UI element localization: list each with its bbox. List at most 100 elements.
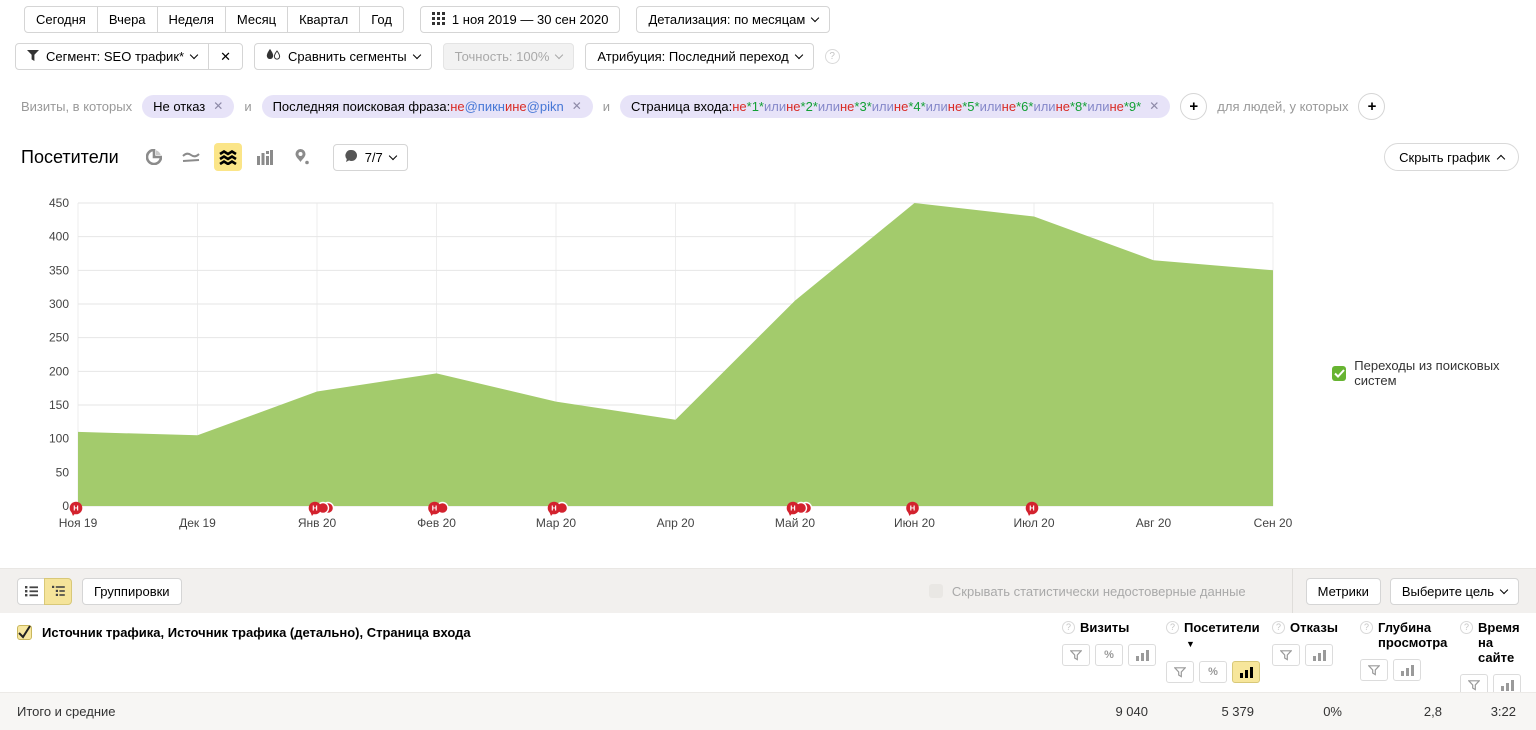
close-icon: ✕ — [220, 48, 231, 64]
metric-help-icon[interactable]: ? — [1062, 621, 1075, 634]
add-people-filter-button[interactable]: + — [1358, 92, 1386, 120]
detalization-label: Детализация: по месяцам — [648, 12, 806, 27]
groupings-button[interactable]: Группировки — [82, 577, 182, 605]
total-value-1: 5 379 — [1221, 704, 1254, 719]
metric-help-icon[interactable]: ? — [1360, 621, 1373, 634]
metric-help-icon[interactable]: ? — [1272, 621, 1285, 634]
tree-view-button[interactable] — [44, 577, 72, 605]
visitors-area-chart[interactable]: 0 50 100 150 200 250 300 350 400 450 Ноя 19 Дек 19 Я… — [24, 196, 1294, 534]
filter-chips: Не отказ ✕ и Последняя поисковая фраза: не … — [142, 94, 1171, 118]
metric-column-4: ? Время на сайте — [1458, 620, 1532, 696]
period-button-2[interactable]: Неделя — [156, 6, 226, 33]
bars-tool-button[interactable] — [1128, 644, 1156, 666]
filter-tool-button[interactable] — [1360, 659, 1388, 681]
bar-chart-icon[interactable] — [251, 143, 279, 171]
accuracy-label: Точность: 100% — [454, 49, 550, 64]
period-button-4[interactable]: Квартал — [287, 6, 361, 33]
metric-header[interactable]: ? Посетители ▼ — [1166, 620, 1270, 652]
segment-button[interactable]: Сегмент: SEO трафик* — [15, 43, 210, 70]
area-chart-icon[interactable] — [213, 143, 242, 171]
grouping-checkbox[interactable] — [17, 624, 32, 640]
svg-text:Ноя 19: Ноя 19 — [59, 516, 98, 530]
hide-unreliable-toggle[interactable]: Скрывать статистически недостоверные дан… — [928, 584, 1246, 599]
svg-text:H: H — [73, 504, 78, 513]
period-button-3[interactable]: Месяц — [224, 6, 289, 33]
metric-header[interactable]: ? Визиты — [1062, 620, 1164, 635]
svg-text:400: 400 — [49, 230, 69, 244]
bars-tool-button[interactable] — [1305, 644, 1333, 666]
metric-column-1: ? Посетители ▼% — [1164, 620, 1270, 696]
percent-tool-button[interactable]: % — [1095, 644, 1123, 666]
filter-tool-button[interactable] — [1062, 644, 1090, 666]
svg-text:450: 450 — [49, 196, 69, 210]
legend-checkbox[interactable] — [1332, 365, 1347, 381]
filter-chip-entry-page[interactable]: Страница входа: не *1* или не *2* или не… — [620, 94, 1171, 118]
chevron-down-icon — [794, 50, 803, 60]
attribution-label: Атрибуция: Последний переход — [597, 49, 789, 64]
line-chart-icon[interactable] — [177, 143, 205, 171]
svg-text:150: 150 — [49, 398, 69, 412]
drops-icon — [266, 48, 281, 65]
attribution-button[interactable]: Атрибуция: Последний переход — [585, 43, 814, 70]
svg-text:Янв 20: Янв 20 — [298, 516, 337, 530]
svg-text:H: H — [910, 504, 915, 513]
metric-header[interactable]: ? Время на сайте — [1460, 620, 1532, 665]
and-separator: и — [602, 98, 611, 114]
chip-close-icon[interactable]: ✕ — [213, 99, 224, 113]
segment-control: Сегмент: SEO трафик* ✕ — [15, 43, 243, 70]
svg-text:Май 20: Май 20 — [775, 516, 816, 530]
filter-chip-not-bounce[interactable]: Не отказ ✕ — [142, 94, 235, 118]
metric-help-icon[interactable]: ? — [1166, 621, 1179, 634]
help-icon[interactable]: ? — [824, 49, 840, 64]
svg-text:Авг 20: Авг 20 — [1136, 516, 1172, 530]
and-separator: и — [244, 98, 252, 114]
add-filter-button[interactable]: + — [1180, 92, 1208, 120]
bars-tool-button[interactable] — [1393, 659, 1421, 681]
chip-close-icon[interactable]: ✕ — [1149, 99, 1160, 113]
metric-label: Визиты — [1080, 620, 1130, 635]
metric-help-icon[interactable]: ? — [1460, 621, 1473, 634]
chevron-down-icon — [811, 13, 820, 23]
bars-tool-button[interactable] — [1232, 661, 1260, 683]
metric-label: Посетители ▼ — [1184, 620, 1260, 649]
metrics-button[interactable]: Метрики — [1305, 577, 1381, 605]
svg-text:H: H — [312, 504, 317, 513]
chevron-down-icon — [555, 50, 564, 60]
metric-header[interactable]: ? Отказы — [1272, 620, 1358, 635]
period-button-1[interactable]: Вчера — [96, 6, 158, 33]
hide-chart-button[interactable]: Скрыть график — [1384, 143, 1519, 171]
map-pin-icon[interactable] — [288, 143, 316, 171]
comments-toggle-button[interactable]: 7/7 — [332, 143, 408, 171]
total-value-2: 0% — [1323, 704, 1342, 719]
date-range-button[interactable]: 1 ноя 2019 — 30 сен 2020 — [419, 6, 621, 33]
filter-tool-button[interactable] — [1166, 661, 1194, 683]
period-button-0[interactable]: Сегодня — [24, 6, 98, 33]
grouping-row[interactable]: Источник трафика, Источник трафика (дета… — [17, 624, 471, 640]
filter-row: Визиты, в которых Не отказ ✕ и Последняя по… — [21, 92, 1522, 120]
hide-unreliable-checkbox[interactable] — [928, 584, 943, 598]
filter-tool-button[interactable] — [1272, 644, 1300, 666]
percent-tool-button[interactable]: % — [1199, 661, 1227, 683]
chart-header: Посетители — [21, 142, 1519, 172]
filter-chip-last-search-phrase[interactable]: Последняя поисковая фраза: не @пикн и не… — [261, 94, 593, 118]
choose-goal-button[interactable]: Выберите цель — [1389, 577, 1519, 605]
pie-chart-icon[interactable] — [140, 143, 168, 171]
totals-row: Итого и средние 9 040 5 379 0% 2,8 3:22 — [0, 692, 1536, 730]
comments-count-label: 7/7 — [364, 149, 383, 165]
svg-text:H: H — [432, 504, 437, 513]
svg-text:Апр 20: Апр 20 — [657, 516, 695, 530]
metric-header[interactable]: ? Глубина просмотра — [1360, 620, 1458, 650]
period-button-5[interactable]: Год — [359, 6, 404, 33]
list-view-button[interactable] — [17, 577, 45, 605]
compare-segments-button[interactable]: Сравнить сегменты — [253, 43, 432, 70]
chevron-down-icon — [412, 50, 421, 60]
svg-text:100: 100 — [49, 432, 69, 446]
chip-close-icon[interactable]: ✕ — [571, 99, 582, 113]
accuracy-button[interactable]: Точность: 100% — [442, 43, 575, 70]
chart-legend-item[interactable]: Переходы из поисковых систем — [1332, 358, 1536, 388]
svg-text:250: 250 — [49, 331, 69, 345]
segment-clear-button[interactable]: ✕ — [208, 43, 243, 70]
detalization-button[interactable]: Детализация: по месяцам — [636, 6, 831, 33]
filter-prefix-label: Визиты, в которых — [21, 98, 133, 114]
svg-text:350: 350 — [49, 263, 69, 277]
